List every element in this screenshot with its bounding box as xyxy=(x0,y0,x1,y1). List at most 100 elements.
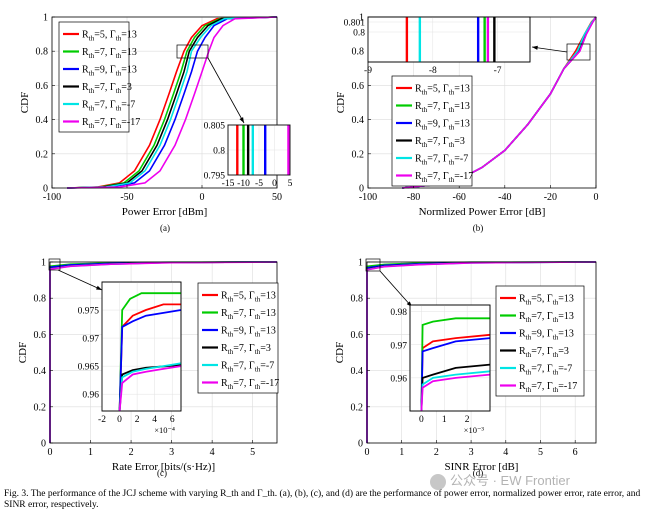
inset-y-tick-label: 0.98 xyxy=(390,308,407,318)
legend-entry: Rth=7, Γth=3 xyxy=(415,136,465,149)
figure-caption: Fig. 3. The performance of the JCJ schem… xyxy=(4,489,641,510)
y-tick-label: 0 xyxy=(41,439,46,450)
legend-entry: Rth=7, Γth=13 xyxy=(519,311,574,324)
y-tick-label: 1 xyxy=(358,258,363,269)
inset-y-tick-label: 0.965 xyxy=(78,363,100,373)
zoom-arrow xyxy=(207,57,245,124)
inset-y-tick-label: 0.805 xyxy=(204,122,226,132)
y-tick-label: 0.4 xyxy=(36,115,49,126)
legend-box xyxy=(197,282,279,394)
legend: Rth=5, Γth=13 Rth=7, Γth=13 Rth=9, Γth=13 R… xyxy=(58,21,140,133)
inset-x-tick-label: -9 xyxy=(364,66,372,76)
inset-x-multiplier: ×10⁻³ xyxy=(464,425,485,435)
x-tick-label: -50 xyxy=(120,192,133,203)
inset-x-tick-label: 1 xyxy=(442,415,447,425)
x-tick-label: 5 xyxy=(538,447,543,458)
inset-axes: -2 0 2 4 6 0.96 0.965 0.97 0.975 ×10⁻⁴ xyxy=(78,281,182,435)
panel-label: (a) xyxy=(160,223,170,233)
inset-frame-outline xyxy=(227,124,291,176)
x-tick-label: -80 xyxy=(407,192,420,203)
inset-x-tick-label: -7 xyxy=(494,66,502,76)
x-tick-label: 5 xyxy=(250,447,255,458)
panel-label: (d) xyxy=(473,468,484,478)
inset-series-line xyxy=(420,337,491,412)
zoom-arrow xyxy=(531,46,568,53)
legend-entry: Rth=9, Γth=13 xyxy=(82,65,137,78)
zoom-arrowhead xyxy=(532,45,538,50)
legend-entry: Rth=7, Γth=-7 xyxy=(82,100,135,113)
x-tick-label: 4 xyxy=(503,447,508,458)
inset-x-multiplier: ×10⁻⁴ xyxy=(154,425,175,435)
inset-y-tick-label: 0.8 xyxy=(213,147,225,157)
zoom-arrowhead xyxy=(96,285,102,290)
legend-entry: Rth=5, Γth=13 xyxy=(82,30,137,43)
legend: Rth=5, Γth=13 Rth=7, Γth=13 Rth=9, Γth=13 R… xyxy=(391,75,473,187)
y-tick-label: 1 xyxy=(359,13,364,24)
legend-box xyxy=(495,285,585,397)
x-axis-label: Normlized Power Error [dB] xyxy=(419,206,546,218)
axes-frame xyxy=(51,16,278,189)
y-tick-label: 0.6 xyxy=(351,330,364,341)
watermark-text: 公众号 · EW Frontier xyxy=(450,473,570,488)
x-axis-label: Power Error [dBm] xyxy=(122,206,208,218)
x-axis-label: SINR Error [dB] xyxy=(445,461,519,473)
inset-x-tick-label: 0 xyxy=(272,179,277,189)
x-tick-label: 2 xyxy=(434,447,439,458)
zoom-box xyxy=(365,258,381,272)
legend-entry: Rth=7, Γth=13 xyxy=(415,101,470,114)
legend-entry: Rth=7, Γth=-17 xyxy=(519,381,577,394)
legend-entry: Rth=7, Γth=-17 xyxy=(221,378,279,391)
x-tick-label: -20 xyxy=(544,192,557,203)
y-tick-label: 0.6 xyxy=(34,330,47,341)
y-tick-label: 0.4 xyxy=(351,366,364,377)
legend-box xyxy=(391,75,473,187)
y-tick-label: 0 xyxy=(359,184,364,195)
inset-y-tick-label: 0.795 xyxy=(204,172,226,182)
x-tick-label: 2 xyxy=(129,447,134,458)
inset-x-tick-label: 0 xyxy=(117,415,122,425)
y-tick-label: 0.6 xyxy=(352,81,365,92)
x-tick-label: -100 xyxy=(43,192,61,203)
wechat-icon xyxy=(430,473,446,490)
y-axis-label: CDF xyxy=(335,92,347,113)
x-tick-label: 6 xyxy=(573,447,578,458)
y-axis-label: CDF xyxy=(19,92,31,113)
series-line xyxy=(66,16,278,189)
legend-entry: Rth=7, Γth=13 xyxy=(82,47,137,60)
legend-entry: Rth=9, Γth=13 xyxy=(519,329,574,342)
inset-x-tick-label: -8 xyxy=(429,66,437,76)
inset-series-line xyxy=(118,365,182,412)
x-axis-label: Rate Error [bits/(s·Hz)] xyxy=(112,461,215,473)
inset-y-tick-label: 0.975 xyxy=(78,307,100,317)
x-tick-label: 0 xyxy=(365,447,370,458)
y-tick-label: 0.2 xyxy=(352,149,365,160)
y-axis-label: CDF xyxy=(334,342,346,363)
y-tick-label: 0.4 xyxy=(34,366,47,377)
inset-x-tick-label: -10 xyxy=(237,179,250,189)
inset-x-tick-label: -2 xyxy=(98,415,106,425)
legend-entry: Rth=7, Γth=-17 xyxy=(82,117,140,130)
inset-x-tick-label: 4 xyxy=(152,415,157,425)
x-tick-label: 0 xyxy=(200,192,205,203)
zoom-box xyxy=(48,258,61,271)
inset-frame-outline xyxy=(367,16,531,63)
legend-entry: Rth=5, Γth=13 xyxy=(519,294,574,307)
chart-panel-3: 0 1 2 3 4 5 6 0 0.2 0.4 0.6 0.8 1 SINR Error [dB] CDF (… xyxy=(334,258,597,478)
legend-entry: Rth=5, Γth=13 xyxy=(221,291,276,304)
y-tick-label: 0 xyxy=(358,439,363,450)
y-tick-label: 0.8 xyxy=(34,294,47,305)
y-tick-label: 0.2 xyxy=(34,402,47,413)
x-tick-label: 50 xyxy=(272,192,282,203)
x-tick-label: -60 xyxy=(453,192,466,203)
series-line xyxy=(66,16,278,189)
inset-axes: -15 -10 -5 0 5 0.795 0.8 0.805 xyxy=(204,122,293,190)
legend-entry: Rth=7, Γth=3 xyxy=(82,82,132,95)
panel-label: (c) xyxy=(157,468,167,478)
inset-y-tick-label: 0.97 xyxy=(390,341,407,351)
inset-x-tick-label: 5 xyxy=(288,179,293,189)
inset-x-tick-label: 2 xyxy=(135,415,140,425)
inset-y-tick-label: 0.8 xyxy=(353,29,365,39)
y-tick-label: 0.2 xyxy=(351,402,364,413)
legend-entry: Rth=7, Γth=-17 xyxy=(415,171,473,184)
